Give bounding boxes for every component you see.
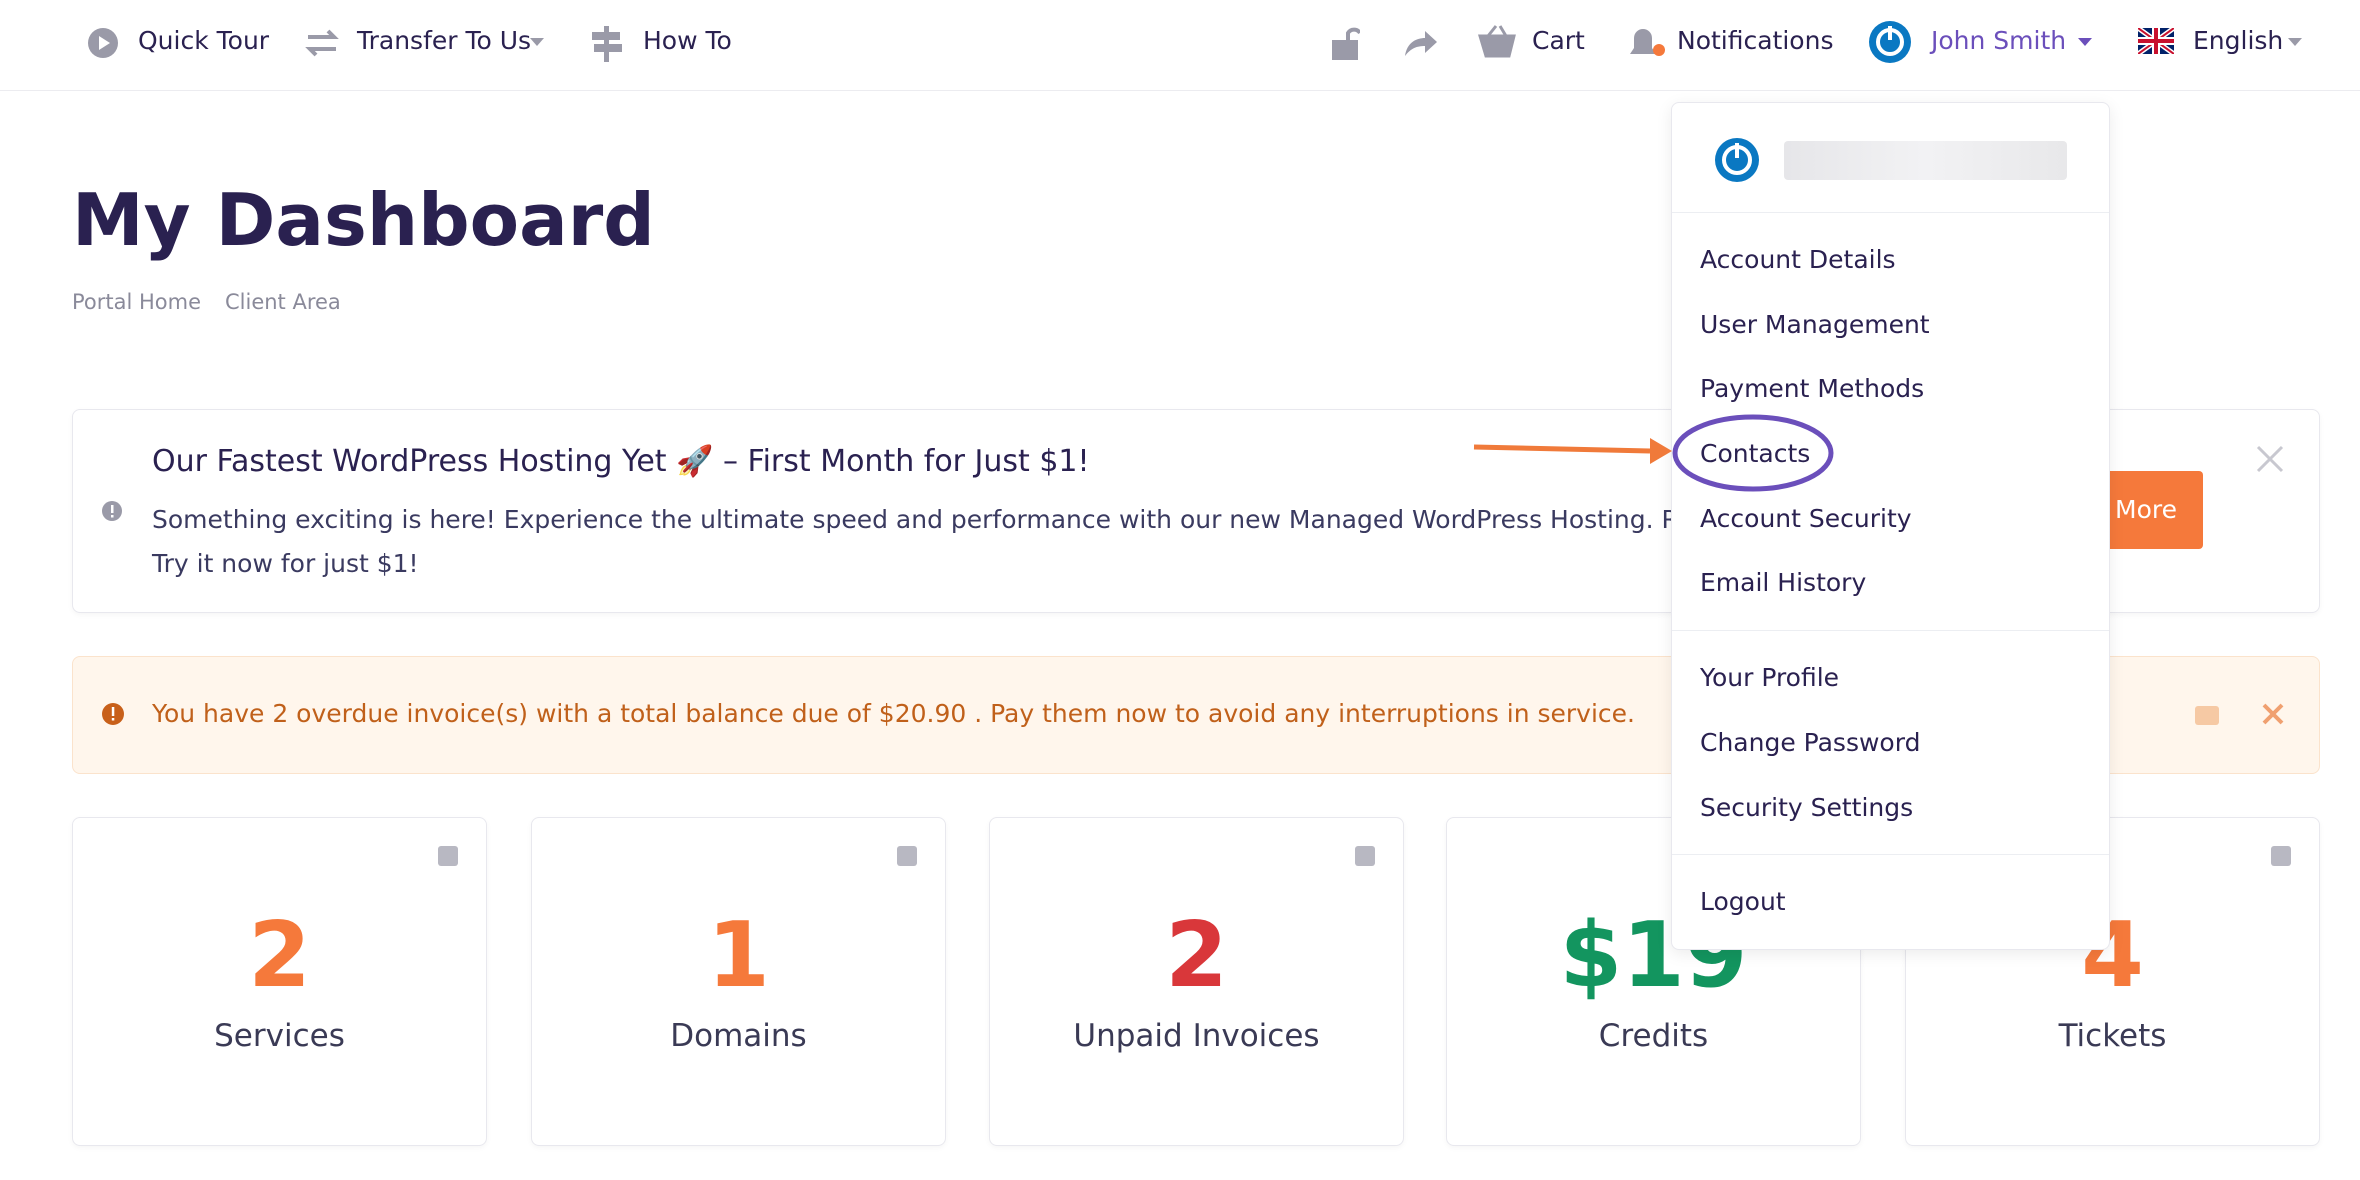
bell-icon[interactable]: [1626, 24, 1668, 64]
nav-transfer[interactable]: Transfer To Us: [357, 26, 532, 55]
stat-value: 2: [248, 903, 311, 1008]
menu-item[interactable]: User Management: [1700, 310, 1930, 339]
nav-cart[interactable]: Cart: [1532, 26, 1585, 55]
banner-title: Our Fastest WordPress Hosting Yet 🚀 – Fi…: [152, 444, 1090, 479]
stat-label: Credits: [1598, 1018, 1709, 1054]
stat-value: 1: [707, 903, 770, 1008]
menu-item[interactable]: Security Settings: [1700, 793, 1914, 822]
menu-item[interactable]: Account Security: [1700, 504, 1912, 533]
alert-text: You have 2 overdue invoice(s) with a tot…: [152, 699, 1635, 728]
divider: [1672, 630, 2109, 631]
transfer-icon: [305, 29, 339, 57]
user-dropdown: Account Details User Management Payment Me…: [1671, 102, 2110, 950]
uk-flag: [2138, 28, 2174, 54]
nav-user[interactable]: John Smith: [1931, 26, 2067, 55]
banner-text: Something exciting is here! Experience t…: [152, 505, 1794, 534]
info-icon: [102, 501, 122, 521]
stat-value: 2: [1165, 903, 1228, 1008]
signpost-icon: [592, 26, 622, 62]
user-avatar[interactable]: [1868, 20, 1912, 64]
warning-icon: [102, 703, 124, 725]
stat-icon: [438, 846, 458, 866]
banner-text: Try it now for just $1!: [152, 549, 419, 578]
stat-label: Domains: [670, 1018, 807, 1054]
divider: [1672, 854, 2109, 855]
stat-label: Services: [214, 1018, 345, 1054]
caret: [2078, 38, 2092, 46]
dropdown-avatar: [1715, 138, 1759, 182]
stat-icon: [1355, 846, 1375, 866]
caret: [530, 38, 544, 46]
stat-card[interactable]: 2 Services: [72, 817, 487, 1146]
stat-icon: [897, 846, 917, 866]
caret: [2288, 38, 2302, 46]
top-nav: [0, 0, 2360, 91]
close-icon[interactable]: [2256, 445, 2284, 473]
lock-icon[interactable]: [1330, 24, 1360, 62]
menu-item[interactable]: Contacts: [1700, 439, 1811, 468]
stat-label: Tickets: [2058, 1018, 2167, 1054]
menu-item[interactable]: Logout: [1700, 887, 1786, 916]
blurred-email: [1784, 141, 2067, 180]
stat-card[interactable]: 2 Unpaid Invoices: [989, 817, 1404, 1146]
divider: [1672, 212, 2109, 213]
cart-icon[interactable]: [1478, 24, 1516, 60]
page-title: My Dashboard: [72, 178, 655, 262]
stat-card[interactable]: 1 Domains: [531, 817, 946, 1146]
nav-quick-tour[interactable]: Quick Tour: [138, 26, 270, 55]
breadcrumb-current: Client Area: [225, 290, 341, 314]
close-icon[interactable]: [2262, 703, 2284, 725]
wallet-icon[interactable]: [2194, 702, 2220, 726]
nav-language[interactable]: English: [2193, 26, 2284, 55]
nav-how-to[interactable]: How To: [643, 26, 732, 55]
stat-card[interactable]: 4 Tickets: [1905, 817, 2320, 1146]
annotation: [1473, 414, 1834, 492]
stat-icon: [2271, 846, 2291, 866]
menu-item[interactable]: Your Profile: [1700, 663, 1840, 692]
menu-item[interactable]: Account Details: [1700, 245, 1896, 274]
menu-item[interactable]: Payment Methods: [1700, 374, 1925, 403]
share-icon[interactable]: [1403, 28, 1439, 58]
stat-label: Unpaid Invoices: [1073, 1018, 1320, 1054]
tour-icon: [88, 28, 118, 58]
nav-notifications[interactable]: Notifications: [1677, 26, 1834, 55]
menu-item[interactable]: Email History: [1700, 568, 1867, 597]
menu-item[interactable]: Change Password: [1700, 728, 1921, 757]
breadcrumb-home[interactable]: Portal Home: [72, 290, 202, 314]
